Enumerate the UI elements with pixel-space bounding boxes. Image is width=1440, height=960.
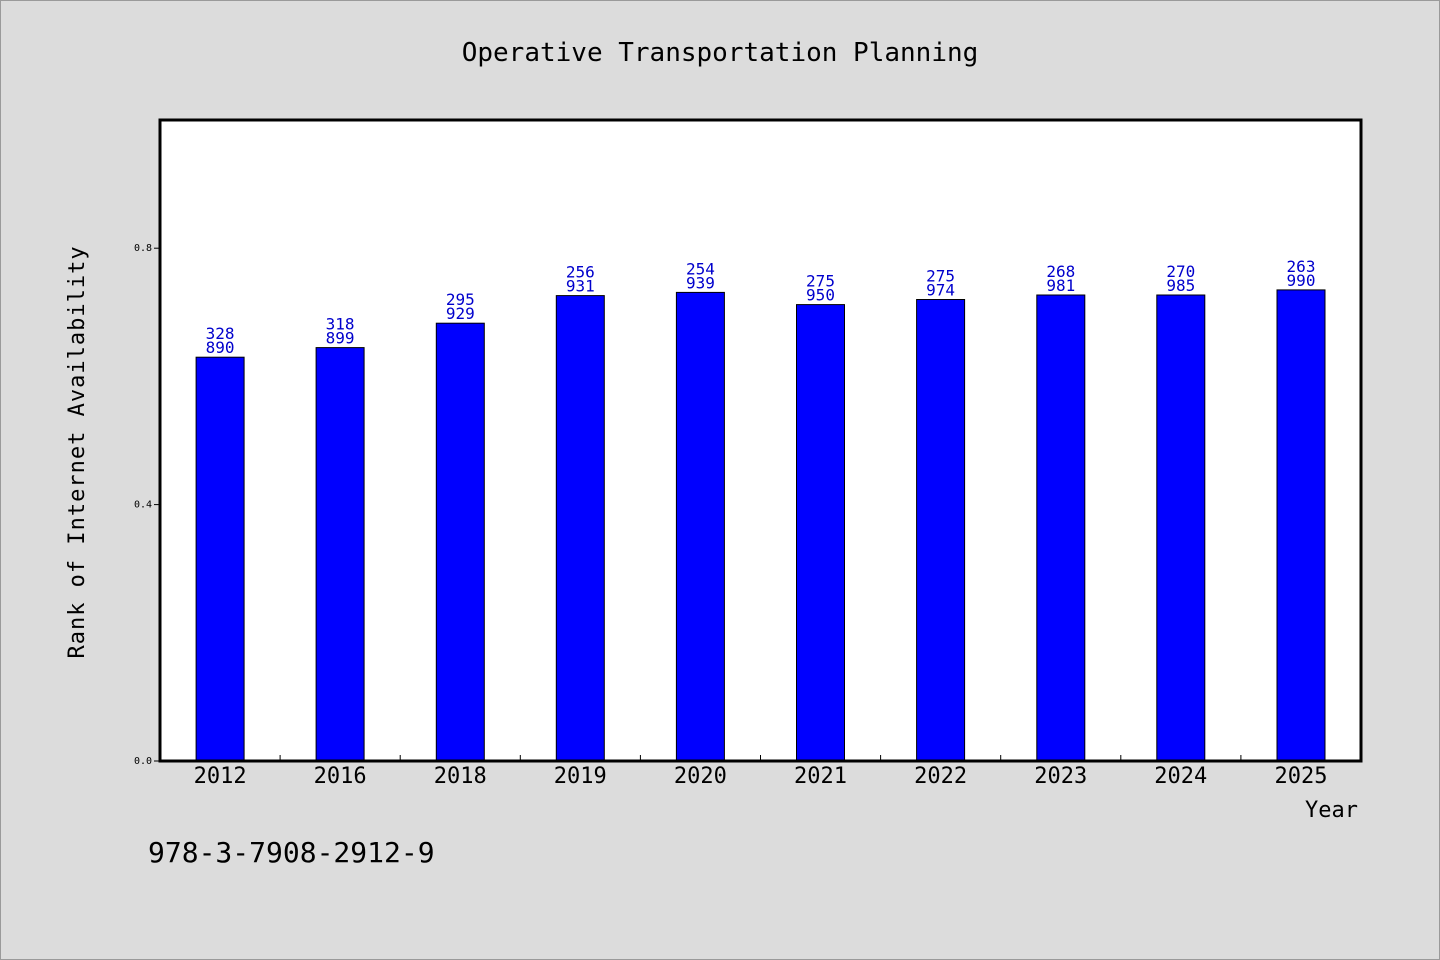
bar-data-label: 328	[206, 324, 235, 343]
x-tick-label: 2016	[314, 764, 367, 789]
bar	[435, 322, 485, 762]
x-tick-label: 2021	[794, 764, 847, 789]
x-tick-label: 2022	[914, 764, 967, 789]
bar-data-label: 929	[446, 304, 475, 323]
x-tick-label: 2012	[194, 764, 247, 789]
bars-layer	[195, 289, 1326, 762]
y-tick-label: 0.0	[134, 756, 152, 767]
x-tick-label: 2023	[1034, 764, 1087, 789]
bar-data-label: 275	[806, 272, 835, 291]
y-ticks-layer: 0.0 0.4 0.8	[134, 243, 160, 767]
bar-data-label: 263	[1287, 257, 1316, 276]
bar-data-label: 270	[1166, 262, 1195, 281]
bar-data-label: 985	[1166, 276, 1195, 295]
bar-data-label: 990	[1287, 271, 1316, 290]
y-tick-label: 0.4	[134, 500, 152, 511]
x-tick-label: 2019	[554, 764, 607, 789]
bar-data-label: 318	[326, 315, 355, 334]
bar-data-label: 268	[1046, 262, 1075, 281]
bar-data-label: 950	[806, 286, 835, 305]
bar-data-label: 295	[446, 290, 475, 309]
y-axis-label: Rank of Internet Availability	[65, 245, 90, 658]
x-tick-label: 2024	[1154, 764, 1207, 789]
plot-border	[158, 118, 1363, 763]
bar-data-label: 981	[1046, 276, 1075, 295]
bar-data-label: 275	[926, 267, 955, 286]
x-tick-label: 2025	[1275, 764, 1328, 789]
x-axis-label: Year	[1305, 798, 1358, 823]
bar	[1156, 294, 1206, 762]
bar	[195, 356, 245, 762]
bar-data-label: 899	[326, 329, 355, 348]
bar-data-label: 974	[926, 281, 955, 300]
bar-data-label: 256	[566, 263, 595, 282]
x-ticks-layer: 2012 2016 2018 2019 2020 2021 2022 2023 2024 2025	[194, 755, 1328, 789]
bar	[555, 295, 605, 762]
bar	[315, 347, 365, 762]
bar-data-label: 254	[686, 259, 715, 278]
bar-data-label: 939	[686, 273, 715, 292]
bar	[1276, 289, 1326, 762]
x-tick-label: 2018	[434, 764, 487, 789]
bar	[675, 291, 725, 762]
y-tick-label: 0.8	[134, 243, 152, 254]
bar	[916, 299, 966, 762]
bar-data-label: 890	[206, 338, 235, 357]
bar	[796, 304, 845, 762]
x-tick-label: 2020	[674, 764, 727, 789]
chart-title: Operative Transportation Planning	[462, 38, 979, 68]
bar	[1036, 294, 1086, 762]
bar-data-label: 931	[566, 277, 595, 296]
isbn-note: 978-3-7908-2912-9	[148, 836, 435, 869]
